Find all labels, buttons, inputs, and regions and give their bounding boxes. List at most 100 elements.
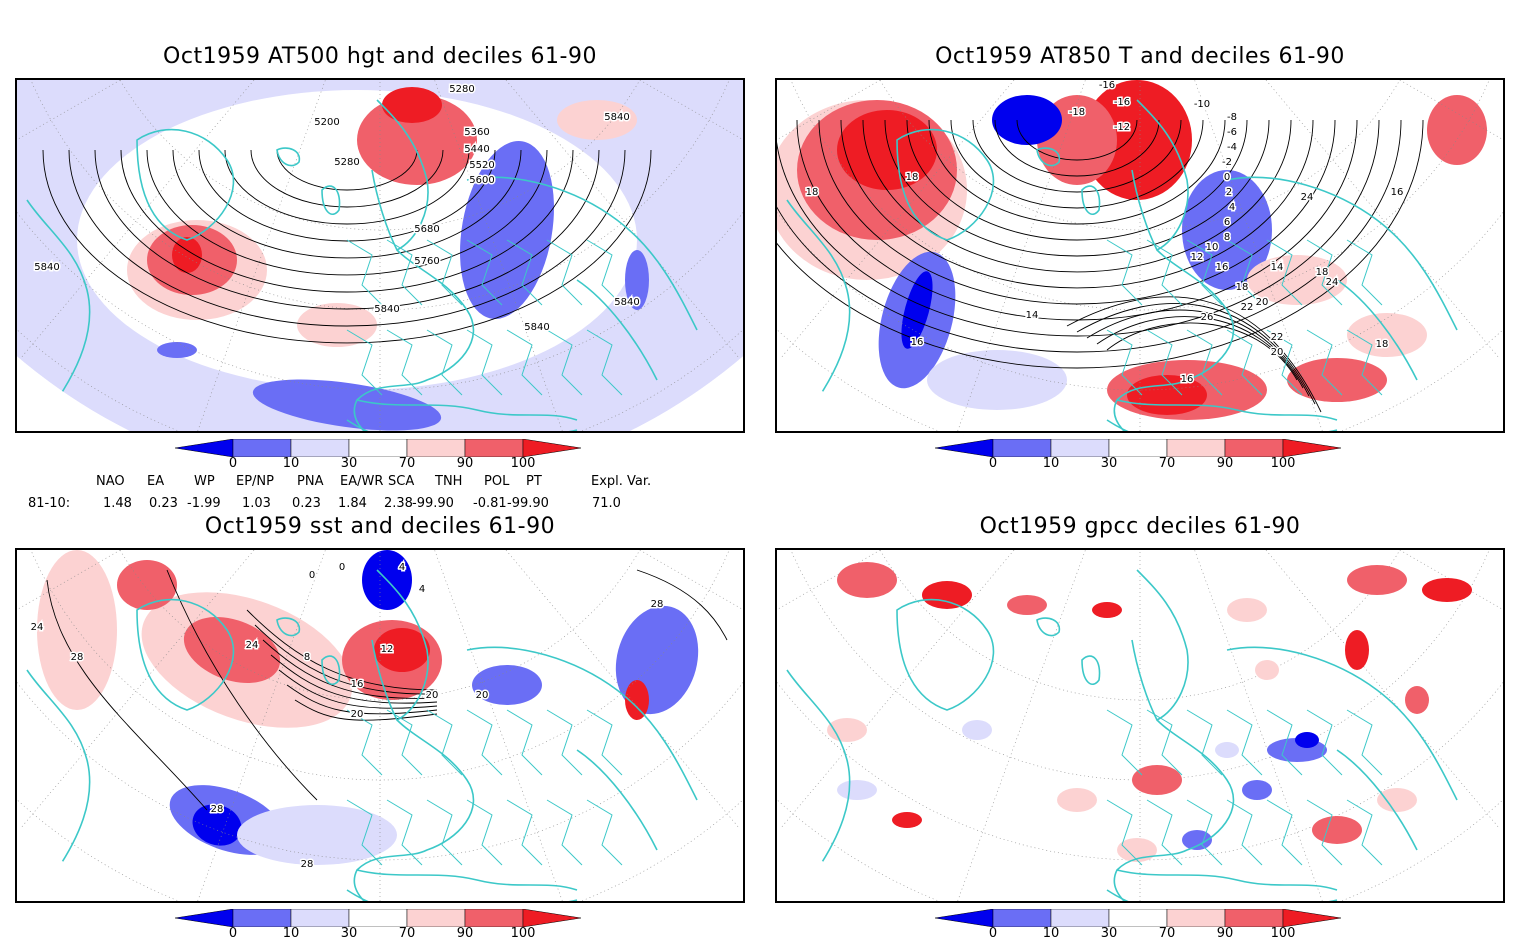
precip-anomaly-patch bbox=[892, 812, 922, 828]
colorbar-segment bbox=[934, 438, 994, 458]
coastline bbox=[1036, 617, 1061, 637]
country-border bbox=[386, 329, 423, 396]
country-border bbox=[1306, 329, 1343, 396]
contour-label: 28 bbox=[71, 652, 84, 663]
colorbar-tick-label: 10 bbox=[1042, 456, 1060, 471]
map-bottom-left-canvas: 0 0 4 8 12 16 20 20 24 28 28 28 28 24 4 20 bbox=[17, 550, 743, 901]
precip-anomaly-patch bbox=[1312, 816, 1362, 844]
colorbar-tick-label: 90 bbox=[456, 926, 474, 941]
index-header-expl-var: Expl. Var. bbox=[591, 474, 652, 489]
precip-anomaly-patch bbox=[1255, 660, 1279, 680]
anomaly-pos-strong bbox=[382, 87, 442, 123]
colorbar-segment bbox=[464, 438, 524, 458]
anomaly-pos-light bbox=[1247, 255, 1347, 305]
contour-label: 0 bbox=[309, 570, 315, 581]
coastline bbox=[1131, 99, 1189, 252]
colorbar-tick-label: 0 bbox=[228, 926, 238, 941]
country-border bbox=[1306, 799, 1343, 866]
colorbar-segment bbox=[290, 438, 350, 458]
contour-label: 18 bbox=[1316, 267, 1329, 278]
panel-title-bottom-right: Oct1959 gpcc deciles 61-90 bbox=[979, 514, 1301, 539]
coastline bbox=[353, 719, 475, 901]
contour-label: 12 bbox=[381, 644, 394, 655]
colorbar-segment bbox=[1282, 438, 1342, 458]
map-top-left-canvas: 5280 5200 5280 5360 5440 5520 5600 5680 5760 5840… bbox=[17, 80, 743, 431]
anomaly-pos-light bbox=[1347, 313, 1427, 357]
contour-label: 4 bbox=[399, 562, 405, 573]
colorbar-segment bbox=[464, 908, 524, 928]
coastline bbox=[786, 669, 851, 871]
colorbar-bottom-left: 0 10 30 70 90 100 bbox=[174, 908, 585, 941]
coastline bbox=[576, 279, 658, 381]
contour-label: 22 bbox=[1271, 332, 1284, 343]
index-value-expl-var: 71.0 bbox=[592, 496, 621, 511]
anomaly-neg bbox=[625, 250, 649, 310]
coastline bbox=[1081, 655, 1101, 685]
country-border bbox=[386, 239, 423, 306]
precip-anomaly-patch bbox=[962, 720, 992, 740]
contour-label: 12 bbox=[1191, 252, 1204, 263]
country-border bbox=[1146, 329, 1183, 396]
country-border bbox=[546, 239, 583, 306]
contour-label: -4 bbox=[1227, 142, 1237, 153]
precip-anomaly-patch bbox=[1347, 565, 1407, 595]
country-border bbox=[506, 329, 543, 396]
coastline bbox=[1226, 176, 1458, 331]
index-header-eawr: EA/WR bbox=[340, 474, 384, 489]
country-border bbox=[506, 709, 543, 776]
coastline bbox=[321, 655, 341, 685]
anomaly-pos bbox=[183, 617, 281, 683]
map-disk-bl: 0 0 4 8 12 16 20 20 24 28 28 28 28 24 4 20 bbox=[17, 550, 743, 901]
coastline bbox=[1081, 185, 1101, 215]
contour-label: 5680 bbox=[414, 224, 439, 235]
country-border bbox=[1306, 239, 1343, 306]
contour-line bbox=[46, 579, 208, 811]
colorbar-swatches bbox=[174, 908, 582, 928]
contour-label: 5200 bbox=[314, 117, 339, 128]
anomaly-neg-light bbox=[927, 350, 1067, 410]
map-top-right-canvas: -16-18-16-12-10-8-6-4-202468101214161820… bbox=[777, 80, 1503, 431]
index-value-pt: -99.90 bbox=[507, 496, 549, 511]
colorbar-segment bbox=[406, 438, 466, 458]
index-value-pol: -0.81 bbox=[473, 496, 507, 511]
contour-label: 16 bbox=[911, 337, 924, 348]
contour-line bbox=[276, 149, 418, 191]
country-border bbox=[1106, 709, 1143, 776]
anomaly-pos-strong bbox=[625, 680, 649, 720]
contour-label: 5360 bbox=[464, 127, 489, 138]
contour-label: 5840 bbox=[614, 297, 639, 308]
colorbar-segment bbox=[522, 908, 582, 928]
country-border bbox=[1186, 799, 1223, 866]
meridian-gridline bbox=[379, 80, 741, 360]
country-border bbox=[586, 709, 623, 776]
index-value-epnp: 1.03 bbox=[242, 496, 271, 511]
country-border bbox=[426, 799, 463, 866]
colorbar-segment bbox=[1050, 908, 1110, 928]
anomaly-pos-strong bbox=[374, 628, 430, 672]
coastline bbox=[1336, 279, 1418, 381]
contour-line bbox=[1066, 296, 1322, 413]
contour-line bbox=[262, 639, 438, 699]
index-value-ea: 0.23 bbox=[149, 496, 178, 511]
map-panel-top-right: -16 -18 -16 -12 -10 -8 -6 -4 -2 0 2 4 6 8 10 12 14 16 18 20… bbox=[775, 78, 1505, 433]
colorbar-tick-label: 90 bbox=[456, 456, 474, 471]
panel-title-top-right: Oct1959 AT850 T and deciles 61-90 bbox=[935, 44, 1345, 69]
contour-label: 5840 bbox=[524, 322, 549, 333]
colorbar-segment bbox=[406, 908, 466, 928]
precip-anomaly-patch bbox=[1007, 595, 1047, 615]
country-border bbox=[1226, 329, 1263, 396]
colorbar-segment bbox=[1050, 438, 1110, 458]
precip-anomaly-patch bbox=[1132, 765, 1182, 795]
index-header-ea: EA bbox=[147, 474, 165, 489]
colorbar-segment bbox=[1108, 438, 1168, 458]
colorbar-segment bbox=[1166, 908, 1226, 928]
country-border bbox=[1306, 709, 1343, 776]
contour-label: 6 bbox=[1224, 217, 1230, 228]
contour-line bbox=[777, 119, 1402, 353]
anomaly-pos bbox=[117, 560, 177, 610]
precip-anomaly-patch bbox=[1182, 830, 1212, 850]
precip-anomaly-patch bbox=[1242, 780, 1272, 800]
anomaly-neg-strong bbox=[992, 95, 1062, 145]
anomaly-pos bbox=[1427, 95, 1487, 165]
contour-label: 20 bbox=[426, 690, 439, 701]
